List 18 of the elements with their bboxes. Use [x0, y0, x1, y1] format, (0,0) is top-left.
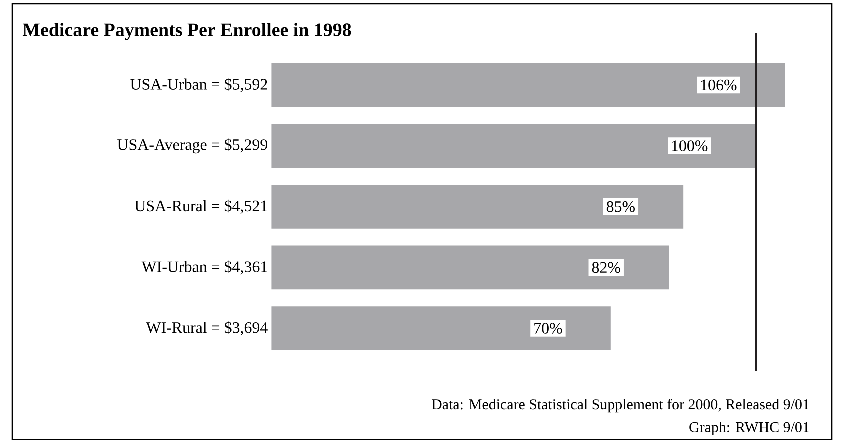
data-label: 100% — [672, 140, 708, 152]
y-tick-label: USA-Average = $5,299 — [118, 138, 268, 154]
bar — [272, 63, 786, 108]
bar — [272, 306, 611, 351]
data-label: 70% — [534, 323, 562, 334]
chart-title: Medicare Payments Per Enrollee in 1998 — [22, 23, 352, 41]
text: Graph: RWHC 9/01 — [690, 422, 810, 436]
bar — [272, 124, 756, 168]
data-label: 106% — [701, 80, 737, 91]
bar — [272, 185, 684, 229]
data-label: 85% — [606, 202, 635, 212]
y-tick-label: USA-Rural = $4,521 — [134, 200, 268, 214]
y-tick-label: WI-Urban = $4,361 — [142, 260, 268, 275]
data-label: 82% — [592, 262, 620, 274]
bar — [272, 246, 670, 290]
y-tick-label: WI-Rural = $3,694 — [146, 322, 268, 336]
text: Data: Medicare Statistical Supplement for 2000, Released 9/01 — [432, 399, 810, 413]
y-tick-label: USA-Urban = $5,592 — [130, 78, 268, 92]
